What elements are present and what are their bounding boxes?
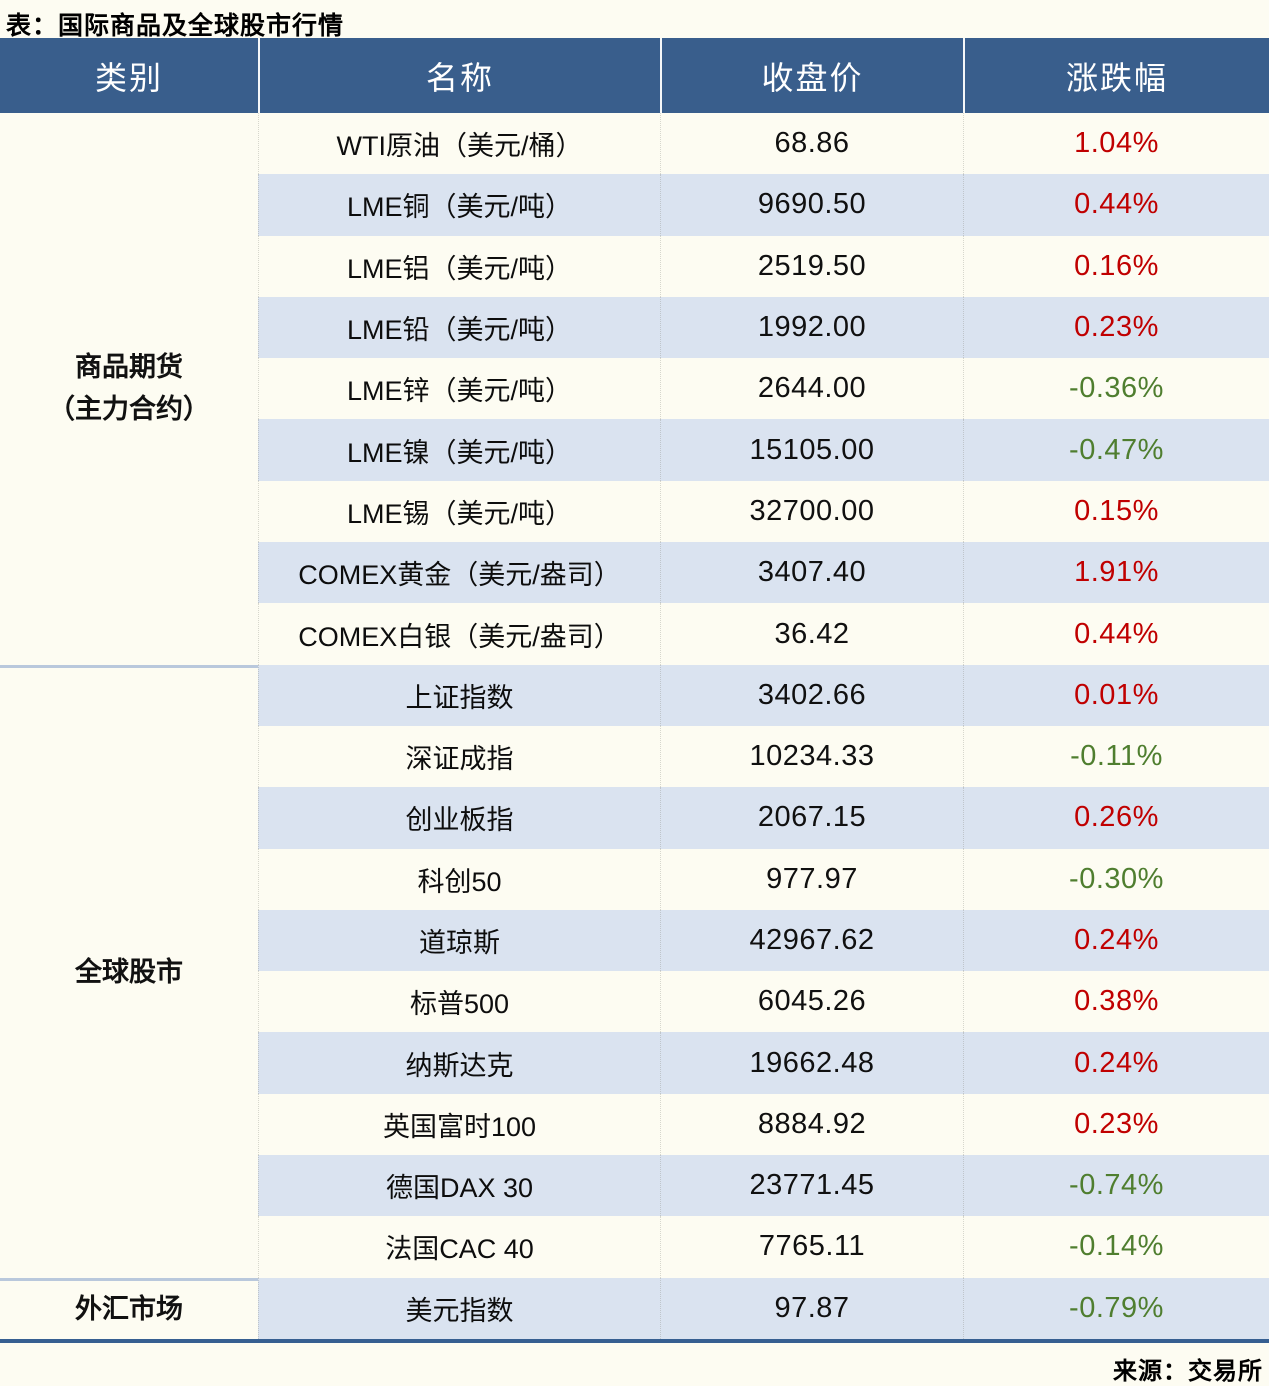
row-close-price: 23771.45	[660, 1155, 963, 1217]
row-close-price: 3407.40	[660, 542, 963, 604]
row-name: LME锡（美元/吨）	[258, 480, 660, 543]
row-close-price: 1992.00	[660, 296, 963, 359]
row-name: COMEX黄金（美元/盎司）	[258, 542, 660, 604]
row-change: 1.91%	[963, 542, 1269, 604]
row-name: COMEX白银（美元/盎司）	[258, 603, 660, 665]
category-cell: 外汇市场	[0, 1277, 258, 1339]
row-name: 道琼斯	[258, 909, 660, 972]
row-close-price: 8884.92	[660, 1093, 963, 1156]
row-close-price: 36.42	[660, 603, 963, 665]
row-name: LME铅（美元/吨）	[258, 296, 660, 359]
row-change: -0.79%	[963, 1277, 1269, 1339]
row-name: 创业板指	[258, 787, 660, 849]
row-name: 标普500	[258, 971, 660, 1033]
row-name: 法国CAC 40	[258, 1216, 660, 1278]
row-change: 0.15%	[963, 480, 1269, 543]
row-change: -0.30%	[963, 848, 1269, 910]
row-close-price: 977.97	[660, 848, 963, 910]
row-name: WTI原油（美元/桶）	[258, 113, 660, 175]
row-change: 1.04%	[963, 113, 1269, 175]
row-close-price: 3402.66	[660, 664, 963, 726]
row-close-price: 10234.33	[660, 725, 963, 788]
row-change: -0.14%	[963, 1216, 1269, 1278]
table-body: 商品期货 （主力合约） WTI原油（美元/桶） 68.86 1.04% LME铜（美元/…	[0, 113, 1269, 1343]
row-change: 0.26%	[963, 787, 1269, 849]
row-name: 上证指数	[258, 664, 660, 726]
source-label: 来源：交易所	[1113, 1357, 1263, 1385]
row-change: 0.23%	[963, 1093, 1269, 1156]
row-name: 深证成指	[258, 725, 660, 788]
row-change: 0.44%	[963, 603, 1269, 665]
row-name: 纳斯达克	[258, 1032, 660, 1094]
row-close-price: 9690.50	[660, 174, 963, 236]
row-name: LME镍（美元/吨）	[258, 419, 660, 481]
row-change: -0.47%	[963, 419, 1269, 481]
row-change: 0.38%	[963, 971, 1269, 1033]
row-close-price: 19662.48	[660, 1032, 963, 1094]
row-name: 科创50	[258, 848, 660, 910]
row-close-price: 7765.11	[660, 1216, 963, 1278]
row-close-price: 2067.15	[660, 787, 963, 849]
row-name: LME锌（美元/吨）	[258, 358, 660, 420]
row-name: 英国富时100	[258, 1093, 660, 1156]
row-change: 0.23%	[963, 296, 1269, 359]
category-cell: 全球股市	[0, 664, 258, 1278]
row-close-price: 2519.50	[660, 235, 963, 297]
row-close-price: 2644.00	[660, 358, 963, 420]
category-cell: 商品期货 （主力合约）	[0, 113, 258, 665]
row-close-price: 6045.26	[660, 971, 963, 1033]
row-name: LME铜（美元/吨）	[258, 174, 660, 236]
row-close-price: 42967.62	[660, 909, 963, 972]
row-change: 0.01%	[963, 664, 1269, 726]
row-change: 0.44%	[963, 174, 1269, 236]
header-close-price: 收盘价	[660, 38, 963, 113]
row-close-price: 32700.00	[660, 480, 963, 543]
row-close-price: 15105.00	[660, 419, 963, 481]
row-close-price: 68.86	[660, 113, 963, 175]
page-title: 表：国际商品及全球股市行情	[6, 12, 345, 40]
header-name: 名称	[258, 38, 660, 113]
row-change: 0.24%	[963, 1032, 1269, 1094]
header-category: 类别	[94, 59, 163, 96]
row-change: 0.24%	[963, 909, 1269, 972]
market-table: 类别 名称 收盘价 涨跌幅 商品期货 （主力合约） WTI原油（美元/桶） 68.8…	[0, 38, 1269, 1343]
row-change: -0.36%	[963, 358, 1269, 420]
row-change: -0.74%	[963, 1155, 1269, 1217]
row-name: 德国DAX 30	[258, 1155, 660, 1217]
row-close-price: 97.87	[660, 1277, 963, 1339]
header-change: 涨跌幅	[963, 38, 1269, 113]
row-change: -0.11%	[963, 725, 1269, 788]
row-change: 0.16%	[963, 235, 1269, 297]
row-name: 美元指数	[258, 1277, 660, 1339]
table-header-row: 类别 名称 收盘价 涨跌幅	[0, 38, 1269, 113]
row-name: LME铝（美元/吨）	[258, 235, 660, 297]
